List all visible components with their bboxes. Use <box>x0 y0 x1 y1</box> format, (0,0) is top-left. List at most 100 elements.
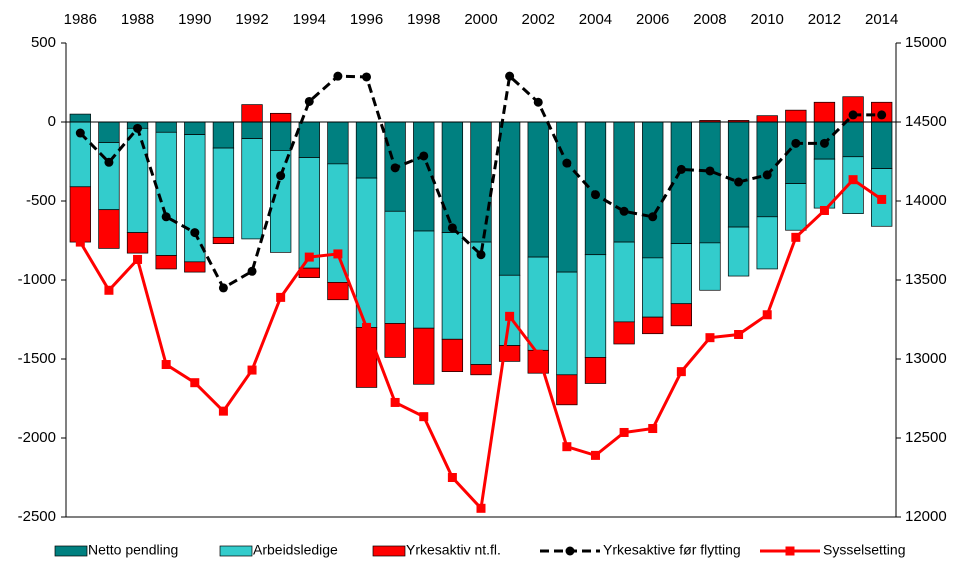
legend-label: Yrkesaktiv nt.fl. <box>406 542 501 558</box>
bar <box>241 121 263 139</box>
bar <box>69 186 91 243</box>
bar <box>126 232 149 254</box>
marker <box>218 283 228 293</box>
legend-marker <box>565 546 575 556</box>
marker <box>676 164 686 174</box>
bar <box>184 134 206 263</box>
legend-label: Sysselsetting <box>823 542 905 558</box>
bar <box>699 121 721 244</box>
y-tick-label: -2500 <box>18 508 56 525</box>
marker <box>619 427 629 437</box>
y2-tick-label: 14500 <box>905 113 947 130</box>
bar <box>270 150 292 253</box>
marker <box>705 333 715 343</box>
bar <box>785 183 807 231</box>
marker <box>247 266 257 276</box>
marker <box>505 71 515 81</box>
y-tick-label: 500 <box>31 34 56 51</box>
marker <box>791 138 801 148</box>
marker <box>247 365 257 375</box>
bar <box>842 121 864 158</box>
y2-tick-label: 13000 <box>905 350 947 367</box>
y2-tick-label: 15000 <box>905 34 947 51</box>
bar <box>642 316 664 335</box>
x-tick-label: 2002 <box>522 11 555 28</box>
marker <box>104 157 114 167</box>
y2-tick-label: 14000 <box>905 192 947 209</box>
bar <box>298 157 320 269</box>
bar <box>613 321 635 345</box>
y-tick-label: 0 <box>48 113 56 130</box>
bar <box>670 243 692 305</box>
bar <box>270 112 292 123</box>
bar <box>155 255 177 270</box>
bar <box>327 121 349 165</box>
bar <box>756 216 778 270</box>
bar <box>298 121 320 158</box>
marker <box>848 175 858 185</box>
bar <box>413 327 435 385</box>
marker <box>476 503 486 513</box>
y-tick-label: -2000 <box>18 429 56 446</box>
y-tick-label: -500 <box>26 192 56 209</box>
marker <box>390 163 400 173</box>
bar <box>727 226 750 277</box>
bar <box>212 121 235 149</box>
legend-label: Arbeidsledige <box>253 542 338 558</box>
marker <box>190 228 200 238</box>
x-tick-label: 2000 <box>464 11 497 28</box>
bar <box>613 121 635 243</box>
marker <box>648 212 658 222</box>
bar <box>184 121 206 135</box>
bar <box>126 127 149 233</box>
bar <box>527 256 549 351</box>
bar <box>670 303 692 327</box>
x-tick-label: 2014 <box>865 11 898 28</box>
marker <box>476 250 486 260</box>
x-tick-label: 1998 <box>407 11 440 28</box>
bar <box>756 115 778 123</box>
marker <box>419 151 429 161</box>
marker <box>562 158 572 168</box>
marker <box>590 190 600 200</box>
marker <box>75 237 85 247</box>
x-tick-label: 1992 <box>235 11 268 28</box>
marker <box>362 322 372 332</box>
marker <box>762 310 772 320</box>
bar <box>184 261 206 273</box>
marker <box>104 285 114 295</box>
marker <box>75 128 85 138</box>
bar <box>527 121 549 258</box>
bar <box>441 121 464 233</box>
x-tick-label: 1996 <box>350 11 383 28</box>
marker <box>734 330 744 340</box>
marker <box>390 397 400 407</box>
marker <box>877 110 887 120</box>
marker <box>133 254 143 264</box>
bar <box>241 104 263 123</box>
y2-tick-label: 12500 <box>905 429 947 446</box>
bar <box>327 282 349 301</box>
marker <box>619 206 629 216</box>
x-tick-label: 1994 <box>293 11 326 28</box>
marker <box>705 166 715 176</box>
y2-tick-label: 13500 <box>905 271 947 288</box>
bar <box>98 209 120 249</box>
bar <box>413 230 435 329</box>
bar <box>212 147 235 238</box>
legend-label: Netto pendling <box>88 542 178 558</box>
marker <box>791 232 801 242</box>
marker <box>161 360 171 370</box>
bar <box>355 121 378 179</box>
bar <box>727 121 750 228</box>
marker <box>333 249 343 259</box>
x-tick-label: 2004 <box>579 11 612 28</box>
marker <box>133 123 143 133</box>
bar <box>498 121 521 276</box>
marker <box>276 292 286 302</box>
marker <box>505 311 515 321</box>
bar <box>642 121 664 259</box>
legend-label: Yrkesaktive før flytting <box>603 542 741 558</box>
marker <box>447 223 457 233</box>
